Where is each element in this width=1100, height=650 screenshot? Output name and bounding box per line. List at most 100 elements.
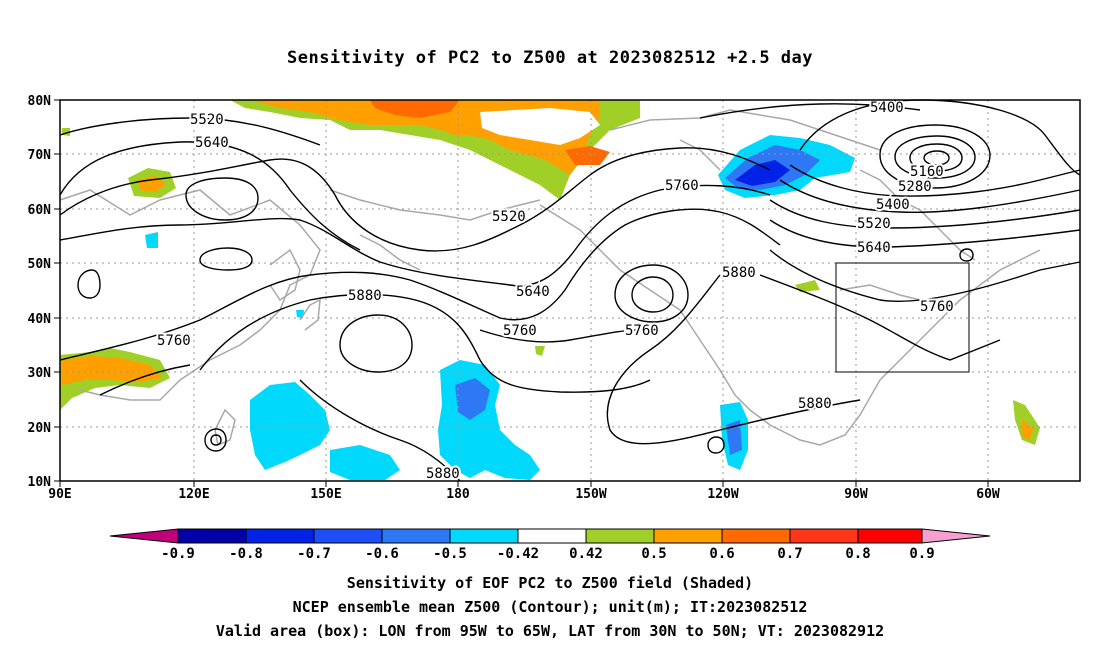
colorbar-seg: [857, 528, 923, 544]
colorbar-label: -0.9: [161, 546, 195, 562]
colorbar-label: 0.7: [777, 546, 802, 562]
shade-negative-canada-3: [735, 160, 790, 186]
shade-positive-atlantic-orange: [1022, 420, 1033, 440]
contour-low-ring-1: [879, 124, 991, 189]
colorbar-seg: [449, 528, 519, 544]
colorbar-label: -0.5: [433, 546, 467, 562]
contour-high-1: [339, 314, 413, 373]
colorbar-seg: [721, 528, 791, 544]
shade-negative-westpac-2: [330, 445, 400, 480]
map-gridlines: [60, 100, 1080, 481]
contour-label: 5760: [920, 299, 954, 315]
shade-negative-westpac: [250, 382, 330, 470]
lon-label: 90E: [48, 487, 71, 502]
contour-label: 5760: [665, 178, 699, 194]
shade-negative-pacific-2: [455, 378, 490, 420]
lon-label: 60W: [976, 487, 1000, 502]
shade-positive-white-hole: [480, 108, 600, 145]
contour-high-9: [707, 436, 725, 454]
contour-5280: [789, 164, 1081, 197]
colorbar-lt-end: [109, 528, 179, 544]
contour-label: 5880: [348, 288, 382, 304]
contour-5400-arctic: [699, 103, 921, 119]
contour-label: 5400: [876, 197, 910, 213]
shade-positive-china-orange: [62, 356, 162, 385]
contour-label: 5640: [195, 135, 229, 151]
shade-positive-orange-2: [565, 146, 610, 165]
shade-negative-mexico-2: [726, 420, 742, 455]
contour-5880-central: [606, 274, 861, 445]
colorbar-label: -0.6: [365, 546, 399, 562]
contour-label: 5520: [492, 209, 526, 225]
colorbar-seg: [177, 528, 247, 544]
valid-area-box: [835, 262, 970, 373]
contour-label: 5640: [516, 284, 550, 300]
contour-5760-rightlower: [479, 329, 641, 343]
contour-5520-mid: [59, 147, 771, 252]
colorbar-label: 0.8: [845, 546, 870, 562]
contour-5880-bottom: [299, 379, 461, 482]
contour-low-ring-4: [923, 150, 950, 166]
contour-high-8: [210, 434, 222, 446]
contour-5760-right: [769, 249, 1081, 302]
lon-label: 150E: [310, 487, 341, 502]
colorbar-label: 0.9: [909, 546, 934, 562]
contour-high-7: [204, 428, 227, 452]
contour-low-ring-2: [894, 135, 976, 179]
contour-low-ring-3: [909, 143, 963, 172]
coastlines: [59, 109, 1041, 447]
z500-contours: [59, 99, 1081, 482]
lat-label: 10N: [28, 475, 52, 490]
shade-positive-small: [795, 280, 820, 292]
contour-5640-mid: [59, 184, 771, 287]
contour-small-right: [959, 248, 974, 262]
colorbar-label: -0.8: [229, 546, 263, 562]
contour-high-3: [631, 276, 674, 313]
contour-label: 5520: [190, 112, 224, 128]
contour-label: 5880: [798, 396, 832, 412]
contour-label: 5880: [426, 466, 460, 482]
colorbar-seg: [381, 528, 451, 544]
sensitivity-shading: [60, 100, 1040, 480]
lat-label: 80N: [28, 94, 52, 109]
lon-label: 180: [446, 487, 470, 502]
contour-5520-right: [769, 199, 1081, 229]
lon-label: 90W: [844, 487, 868, 502]
contour-label: 5760: [625, 323, 659, 339]
contour-5400-right: [799, 99, 1081, 176]
lon-labels: 90E 120E 150E 180 150W 120W 90W 60W: [48, 487, 1000, 502]
contour-label: 5640: [857, 240, 891, 256]
lat-label: 40N: [28, 312, 52, 327]
contour-high-2: [614, 264, 689, 323]
shade-negative-small: [145, 232, 158, 248]
caption-contour: NCEP ensemble mean Z500 (Contour); unit(…: [292, 598, 808, 616]
contour-label: 5160: [910, 164, 944, 180]
colorbar-seg: [245, 528, 315, 544]
colorbar-seg: [789, 528, 859, 544]
colorbar-label: 0.5: [641, 546, 666, 562]
contour-label: 5880: [722, 265, 756, 281]
sensitivity-map: 5520 5640 5520 5760 5400 5160 5280 5400 …: [28, 94, 1081, 502]
caption-shading: Sensitivity of EOF PC2 to Z500 field (Sh…: [346, 574, 754, 592]
contour-5640-right: [769, 219, 1081, 248]
shade-positive-arctic-dark: [370, 100, 460, 118]
contour-label: 5280: [898, 179, 932, 195]
contour-label: 5520: [857, 216, 891, 232]
contour-label: 5760: [503, 323, 537, 339]
contour-5880-mid: [199, 293, 651, 393]
lat-labels: 80N 70N 60N 50N 40N 30N 20N 10N: [28, 94, 52, 490]
contour-high-4: [199, 247, 253, 271]
contour-label: 5400: [870, 100, 904, 116]
colorbar-labels: -0.9 -0.8 -0.7 -0.6 -0.5 -0.42 0.42 0.5 …: [161, 546, 935, 562]
lat-label: 60N: [28, 203, 52, 218]
colorbar-seg: [585, 528, 655, 544]
contour-high-6: [185, 177, 259, 221]
colorbar-label: 0.6: [709, 546, 734, 562]
contour-label: 5760: [157, 333, 191, 349]
contour-5520-north: [59, 117, 321, 146]
colorbar: -0.9 -0.8 -0.7 -0.6 -0.5 -0.42 0.42 0.5 …: [109, 528, 991, 562]
contour-high-5: [77, 269, 101, 299]
colorbar-seg: [653, 528, 723, 544]
caption-valid-area: Valid area (box): LON from 95W to 65W, L…: [215, 622, 885, 640]
colorbar-seg: [313, 528, 383, 544]
